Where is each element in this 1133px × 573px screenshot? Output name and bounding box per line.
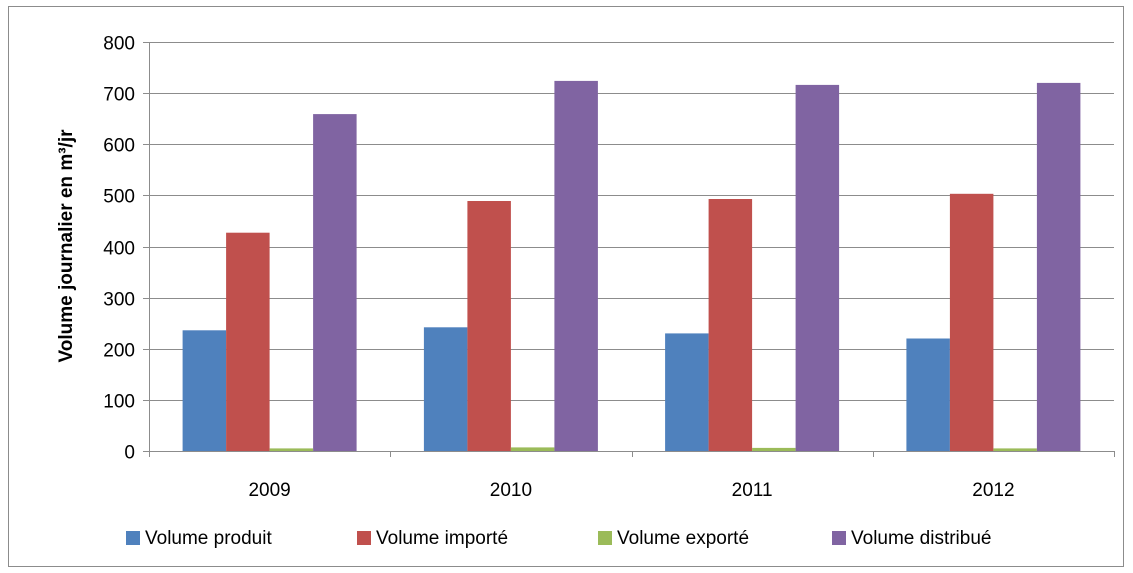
x-tick-label: 2011 [732, 480, 773, 501]
bar [313, 114, 357, 451]
y-tick-label: 500 [103, 187, 135, 208]
bar [752, 447, 796, 451]
y-tick-label: 700 [103, 85, 135, 106]
x-tick-label: 2009 [248, 480, 290, 501]
y-tick-label: 100 [103, 392, 135, 413]
bars [182, 80, 1081, 452]
x-tick-label: 2012 [972, 480, 1014, 501]
bar [423, 327, 468, 451]
legend-label: Volume importé [376, 528, 508, 549]
legend-swatch [598, 531, 612, 545]
legend-swatch [357, 531, 371, 545]
y-tick-label: 200 [103, 341, 135, 362]
legend-swatch [126, 531, 140, 545]
y-tick-label: 300 [103, 290, 135, 311]
bar [1036, 82, 1081, 452]
bar [708, 199, 753, 451]
y-tick-label: 0 [124, 443, 135, 464]
bar [554, 80, 598, 452]
legend-swatch [832, 531, 846, 545]
bar [949, 193, 994, 452]
y-axis-title: Volume journalier en m³/jr [56, 129, 77, 363]
legend-label: Volume exporté [617, 528, 749, 549]
y-tick-label: 800 [103, 34, 135, 55]
legend-label: Volume produit [145, 528, 272, 549]
axes: 0 100 200 300 400 500 600 700 800 2009 2010 2011 201… [103, 34, 1115, 501]
bar [665, 333, 709, 451]
bar [795, 84, 840, 452]
bar [269, 448, 314, 451]
y-tick-label: 600 [103, 136, 135, 157]
legend: Volume produit Volume importé Volume expor… [126, 528, 991, 549]
bar [510, 447, 555, 451]
legend-label: Volume distribué [851, 528, 991, 549]
bar [226, 232, 270, 451]
x-tick-label: 2010 [490, 480, 532, 501]
y-tick-label: 400 [103, 239, 135, 260]
bar [906, 338, 950, 451]
bar [993, 448, 1037, 451]
bar [467, 201, 511, 451]
bar [182, 330, 227, 451]
